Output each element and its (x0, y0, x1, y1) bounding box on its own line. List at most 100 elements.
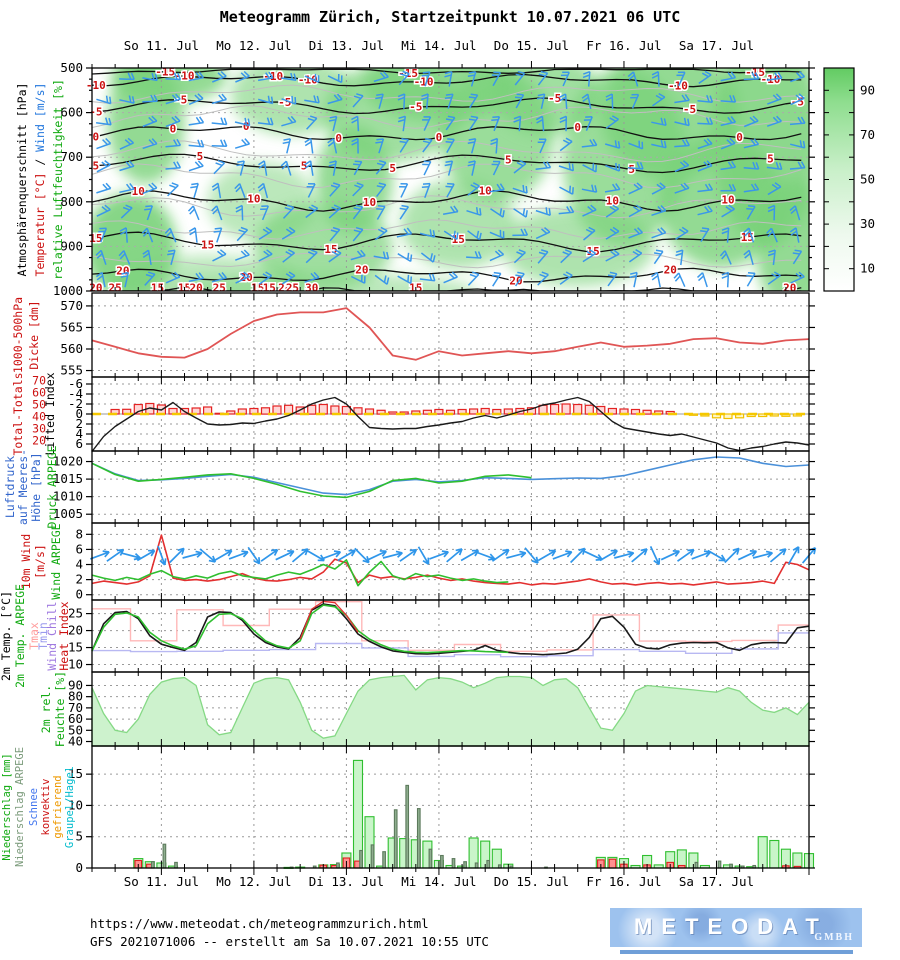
svg-text:Wind Chill: Wind Chill (45, 601, 59, 670)
svg-text:Niederschlag ARPEGE: Niederschlag ARPEGE (14, 747, 26, 867)
svg-text:70: 70 (32, 374, 46, 388)
svg-text:Graupel/Hagel: Graupel/Hagel (64, 766, 76, 848)
logo-bar (620, 950, 853, 954)
svg-text:Wind ARPEGE: Wind ARPEGE (49, 523, 63, 599)
svg-text:1000-500hPa: 1000-500hPa (11, 297, 25, 373)
svg-text:90: 90 (860, 82, 875, 97)
svg-text:600: 600 (60, 105, 83, 120)
total-totals-bars (110, 402, 803, 420)
svg-text:20: 20 (32, 434, 46, 448)
wind-arpege-line (91, 559, 509, 587)
svg-text:5: 5 (93, 159, 100, 172)
svg-text:10: 10 (132, 185, 145, 198)
svg-text:5: 5 (767, 152, 774, 165)
precip-bars-gfs (133, 759, 815, 869)
svg-text:6: 6 (75, 541, 83, 556)
svg-text:20: 20 (509, 274, 522, 287)
svg-text:gefrierend: gefrierend (52, 775, 64, 838)
contour-lines (92, 68, 802, 291)
svg-text:6: 6 (75, 436, 83, 451)
svg-text:0: 0 (736, 131, 743, 144)
svg-text:20: 20 (68, 623, 83, 638)
svg-text:Dicke [dm]: Dicke [dm] (27, 300, 41, 369)
svg-text:10: 10 (860, 261, 875, 276)
humidity-colorbar: 90 70 50 30 10 (823, 67, 875, 292)
day-label: Di 13. Jul (308, 38, 385, 53)
svg-text:konvektiv: konvektiv (40, 779, 52, 836)
svg-text:-10: -10 (86, 79, 106, 92)
svg-text:40: 40 (32, 410, 46, 424)
svg-text:50: 50 (68, 722, 83, 737)
svg-text:900: 900 (60, 238, 83, 253)
svg-text:80: 80 (68, 689, 83, 704)
svg-text:Temperatur [°C] / Wind [m/s]: Temperatur [°C] / Wind [m/s] (33, 83, 47, 277)
dicke-line (91, 307, 810, 361)
svg-text:30: 30 (860, 216, 875, 231)
druck-arpege-line (91, 462, 532, 499)
svg-text:15: 15 (68, 640, 83, 655)
svg-text:565: 565 (60, 319, 83, 334)
svg-text:4: 4 (75, 426, 83, 441)
humidity-area (91, 674, 810, 747)
svg-text:-10: -10 (668, 80, 688, 93)
svg-text:0: 0 (75, 587, 83, 602)
svg-text:Feuchte [%]: Feuchte [%] (53, 671, 67, 747)
svg-text:4: 4 (75, 557, 83, 572)
svg-text:20: 20 (664, 264, 677, 277)
svg-text:560: 560 (60, 341, 83, 356)
svg-text:Luftdruck: Luftdruck (3, 456, 17, 518)
day-label: So 11. Jul (123, 38, 199, 53)
svg-text:-10: -10 (263, 70, 283, 83)
svg-text:800: 800 (60, 194, 83, 209)
svg-text:5: 5 (389, 162, 396, 175)
svg-text:10: 10 (721, 194, 734, 207)
precip-panel: 0 5 10 15 Niederschlag [mm] Niederschlag ARPE… (1, 745, 815, 875)
page-title: Meteogramm Zürich, Startzeitpunkt 10.07.… (219, 8, 681, 26)
day-label: Do 15. Jul (493, 874, 570, 889)
svg-text:10: 10 (247, 193, 260, 206)
temperature-panel: 10 15 20 25 2m Temp. [°C] 2m Temp. ARPEGE Tmax… (0, 584, 815, 688)
svg-text:-6: -6 (68, 376, 83, 391)
day-label: Do 15. Jul (493, 38, 570, 53)
svg-text:Höhe [hPa]: Höhe [hPa] (29, 452, 43, 521)
svg-text:10: 10 (68, 657, 83, 672)
svg-text:0: 0 (335, 132, 342, 145)
model-run-info: GFS 2021071006 -- erstellt am Sa 10.07.2… (90, 934, 489, 949)
svg-text:60: 60 (32, 386, 46, 400)
meteodat-logo: METEODAT GMBH (610, 908, 862, 947)
svg-text:2: 2 (75, 572, 83, 587)
wind-direction-arrows (90, 545, 817, 566)
svg-text:5: 5 (505, 153, 512, 166)
svg-text:10: 10 (68, 797, 83, 812)
day-label: So 11. Jul (123, 874, 199, 889)
svg-text:Heat Index: Heat Index (57, 601, 71, 670)
svg-text:5: 5 (628, 163, 635, 176)
svg-text:25: 25 (68, 606, 83, 621)
svg-text:500: 500 (60, 60, 83, 75)
svg-text:10m Wind: 10m Wind (19, 534, 33, 589)
svg-text:50: 50 (860, 172, 875, 187)
svg-text:20: 20 (355, 264, 368, 277)
svg-text:2m Temp. [°C]: 2m Temp. [°C] (0, 591, 13, 681)
svg-text:70: 70 (860, 127, 875, 142)
svg-text:-5: -5 (683, 103, 696, 116)
svg-text:10: 10 (479, 185, 492, 198)
svg-text:15: 15 (68, 766, 83, 781)
svg-text:2: 2 (75, 416, 83, 431)
day-label: Sa 17. Jul (678, 874, 755, 889)
day-axis-bottom: So 11. Jul Mo 12. Jul Di 13. Jul Mi 14. Jul… (0, 874, 900, 890)
svg-text:0: 0 (93, 130, 100, 143)
svg-text:20: 20 (116, 264, 129, 277)
svg-text:90: 90 (68, 677, 83, 692)
svg-text:2m rel.: 2m rel. (39, 685, 53, 733)
svg-text:0: 0 (436, 131, 443, 144)
svg-text:Tmin: Tmin (36, 622, 50, 650)
svg-text:auf Meeres-: auf Meeres- (16, 449, 30, 525)
day-label: Di 13. Jul (308, 874, 385, 889)
svg-text:2m Temp. ARPEGE: 2m Temp. ARPEGE (13, 584, 27, 688)
day-label: Sa 17. Jul (678, 38, 755, 53)
svg-text:60: 60 (68, 711, 83, 726)
